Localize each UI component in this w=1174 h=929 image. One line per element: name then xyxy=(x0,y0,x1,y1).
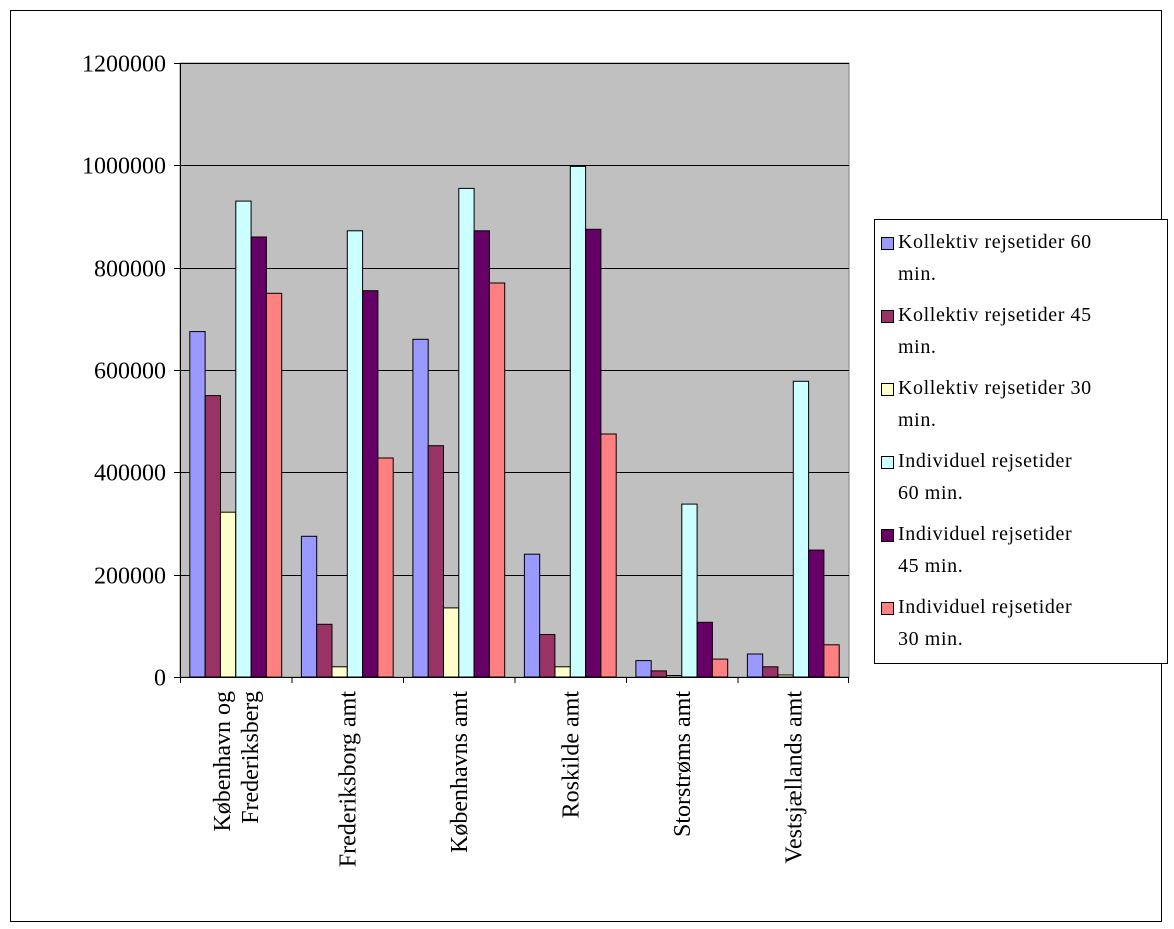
bar xyxy=(331,666,348,678)
x-tick-label: Frederiksborg amt xyxy=(335,691,361,868)
x-tick-label: Vestsjællands amt xyxy=(781,691,807,864)
bar xyxy=(377,457,394,678)
bar xyxy=(488,282,506,678)
legend-item-kollektiv-30: Kollektiv rejsetider 30 min. xyxy=(881,372,1163,445)
bar xyxy=(412,338,429,678)
y-tick-label: 800000 xyxy=(94,257,166,283)
bar xyxy=(635,660,652,678)
bar xyxy=(523,553,541,678)
y-tick-label: 1200000 xyxy=(82,52,166,78)
bar xyxy=(300,535,318,678)
bar xyxy=(539,634,556,678)
bar xyxy=(235,200,252,678)
bar xyxy=(569,165,587,678)
chart-legend: Kollektiv rejsetider 60 min. Kollektiv re… xyxy=(874,219,1168,664)
legend-label: Individuel rejsetider 30 min. xyxy=(898,596,1073,650)
bar xyxy=(473,230,490,678)
legend-swatch xyxy=(881,237,894,250)
bar xyxy=(427,445,445,678)
y-tick-label: 0 xyxy=(154,666,166,692)
bar xyxy=(346,230,364,678)
bar xyxy=(711,658,729,678)
bar xyxy=(823,644,840,678)
legend-swatch xyxy=(881,456,894,469)
x-tick-label: Frederiksberg xyxy=(238,691,264,824)
bar xyxy=(696,621,713,678)
bar xyxy=(666,675,683,678)
bar xyxy=(189,331,206,678)
bar xyxy=(585,228,602,678)
bar xyxy=(792,380,810,678)
bar xyxy=(265,292,283,678)
legend-label: Individuel rejsetider 60 min. xyxy=(898,450,1073,504)
legend-swatch xyxy=(881,383,894,396)
bar xyxy=(808,549,825,678)
legend-label: Kollektiv rejsetider 30 min. xyxy=(898,377,1092,431)
bar xyxy=(600,433,617,678)
bar xyxy=(443,607,460,678)
y-tick-label: 1000000 xyxy=(82,154,166,180)
legend-item-individuel-30: Individuel rejsetider 30 min. xyxy=(881,591,1163,664)
bar xyxy=(204,395,221,678)
legend-item-kollektiv-60: Kollektiv rejsetider 60 min. xyxy=(881,226,1163,299)
bar xyxy=(219,511,237,678)
legend-label: Kollektiv rejsetider 45 min. xyxy=(898,304,1092,358)
legend-swatch xyxy=(881,310,894,323)
bar xyxy=(458,187,475,678)
legend-item-individuel-45: Individuel rejsetider 45 min. xyxy=(881,518,1163,591)
y-tick-label: 400000 xyxy=(94,461,166,487)
x-tick-label: Roskilde amt xyxy=(558,691,584,819)
bar xyxy=(250,236,267,678)
legend-label: Kollektiv rejsetider 60 min. xyxy=(898,231,1092,285)
y-tick-label: 600000 xyxy=(94,359,166,385)
legend-item-kollektiv-45: Kollektiv rejsetider 45 min. xyxy=(881,299,1163,372)
x-tick-label: Københavns amt xyxy=(447,691,473,853)
legend-label: Individuel rejsetider 45 min. xyxy=(898,523,1073,577)
bar xyxy=(554,666,571,678)
bar xyxy=(650,670,667,678)
bar xyxy=(746,653,764,678)
legend-swatch xyxy=(881,529,894,542)
legend-item-individuel-60: Individuel rejsetider 60 min. xyxy=(881,445,1163,518)
bar xyxy=(681,503,698,678)
bar xyxy=(362,290,379,678)
y-tick-label: 200000 xyxy=(94,564,166,590)
legend-swatch xyxy=(881,602,894,615)
bar xyxy=(777,674,794,678)
bar xyxy=(316,623,333,678)
x-tick-label: Storstrøms amt xyxy=(670,691,696,837)
x-tick-label: København og xyxy=(210,691,236,832)
bar xyxy=(762,666,779,678)
